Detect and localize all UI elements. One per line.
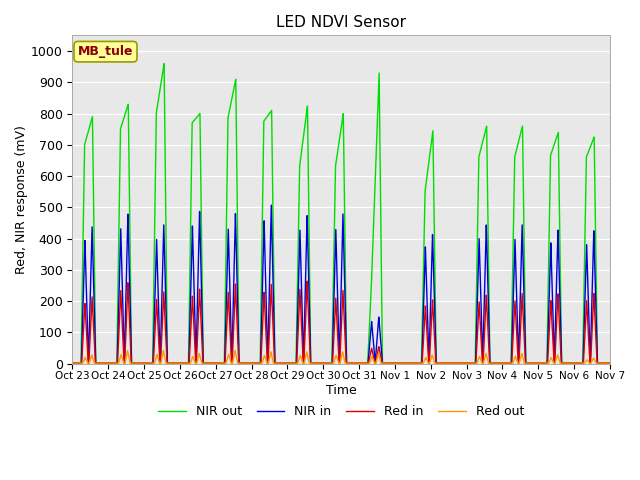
Red in [303, 278, 311, 284]
NIR in [68, 360, 76, 366]
NIR out [160, 61, 168, 67]
Red in [91, 346, 99, 352]
NIR in [268, 202, 275, 208]
Red out [332, 355, 339, 361]
NIR out [71, 360, 79, 366]
Text: MB_tule: MB_tule [77, 45, 133, 58]
Red out [578, 360, 586, 366]
Red in [578, 360, 586, 366]
NIR in [332, 247, 339, 252]
Red out [68, 360, 76, 366]
Legend: NIR out, NIR in, Red in, Red out: NIR out, NIR in, Red in, Red out [153, 400, 529, 423]
Red in [68, 360, 76, 366]
Line: Red in: Red in [72, 281, 610, 363]
NIR in [100, 360, 108, 366]
NIR out [606, 360, 614, 366]
NIR out [174, 360, 182, 366]
NIR out [91, 281, 99, 287]
Red out [100, 360, 108, 366]
NIR in [606, 360, 614, 366]
Red in [71, 360, 79, 366]
Red in [100, 360, 108, 366]
Red in [174, 360, 182, 366]
Red in [332, 306, 339, 312]
Line: NIR in: NIR in [72, 205, 610, 363]
NIR out [68, 360, 76, 366]
X-axis label: Time: Time [326, 384, 356, 397]
Line: Red out: Red out [72, 350, 610, 363]
NIR out [332, 175, 339, 181]
Red out [159, 348, 167, 353]
Y-axis label: Red, NIR response (mV): Red, NIR response (mV) [15, 125, 28, 274]
NIR in [91, 321, 99, 326]
Red out [174, 360, 182, 366]
Red out [91, 360, 99, 366]
NIR in [174, 360, 182, 366]
NIR in [71, 360, 79, 366]
Title: LED NDVI Sensor: LED NDVI Sensor [276, 15, 406, 30]
NIR out [578, 360, 586, 366]
NIR out [100, 360, 108, 366]
Line: NIR out: NIR out [72, 64, 610, 363]
Red out [606, 360, 614, 366]
Red out [71, 360, 79, 366]
NIR in [578, 360, 586, 366]
Red in [606, 360, 614, 366]
